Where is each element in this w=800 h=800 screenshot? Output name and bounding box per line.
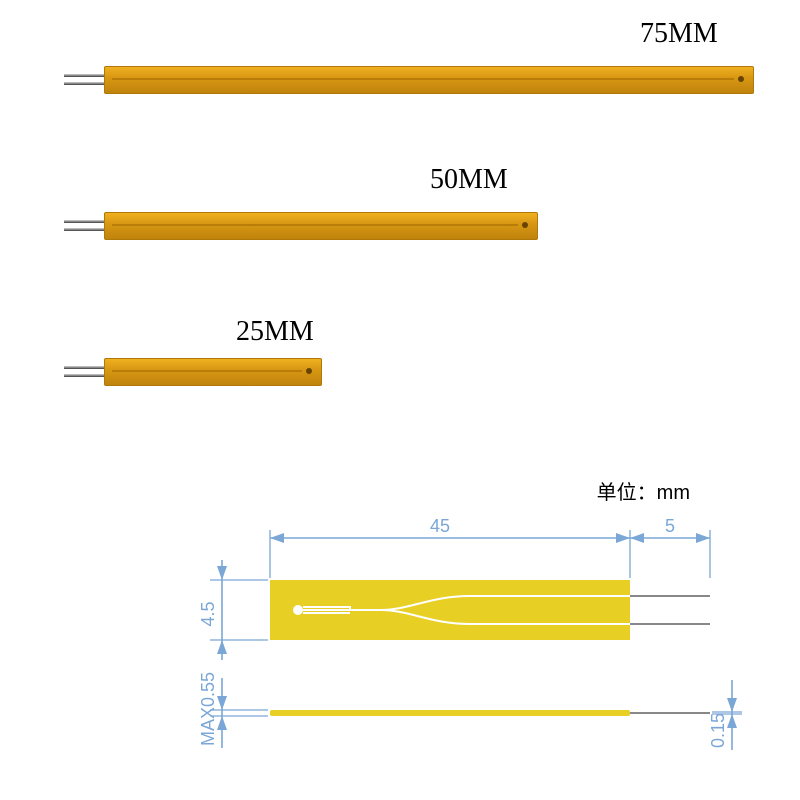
sensor-50mm — [64, 212, 538, 240]
unit-label: 单位：mm — [597, 476, 690, 505]
side-view: MAX0.55 0.15 — [198, 672, 742, 750]
dim-body-len: 45 — [430, 516, 450, 536]
technical-drawing: 单位：mm 45 5 — [150, 500, 750, 780]
sensor-25mm — [64, 358, 322, 386]
sensor-hole — [738, 76, 744, 82]
sensor-pin — [64, 366, 104, 369]
label-25mm: 25MM — [236, 316, 314, 348]
sensor-pin — [64, 374, 104, 377]
sensor-75mm — [64, 66, 754, 94]
sensor-trace — [112, 224, 518, 226]
plan-view: 45 5 4.5 — [198, 516, 710, 660]
sensor-trace — [112, 370, 302, 372]
sensor-body — [104, 358, 322, 386]
techdraw-svg: 45 5 4.5 MAX0.55 — [150, 500, 750, 780]
sensor-trace — [112, 78, 734, 80]
sensor-hole — [522, 222, 528, 228]
sensor-pin — [64, 74, 104, 77]
sensor-body — [104, 212, 538, 240]
dim-pin-len: 5 — [665, 516, 675, 536]
dim-pin-thk: 0.15 — [708, 713, 728, 748]
sensor-pin — [64, 228, 104, 231]
sensor-pin — [64, 82, 104, 85]
dim-height: 4.5 — [198, 601, 218, 626]
label-75mm: 75MM — [640, 18, 718, 50]
dim-thickness: MAX0.55 — [198, 672, 218, 746]
sensor-hole — [306, 368, 312, 374]
sensor-body — [104, 66, 754, 94]
sensor-pin — [64, 220, 104, 223]
label-50mm: 50MM — [430, 164, 508, 196]
